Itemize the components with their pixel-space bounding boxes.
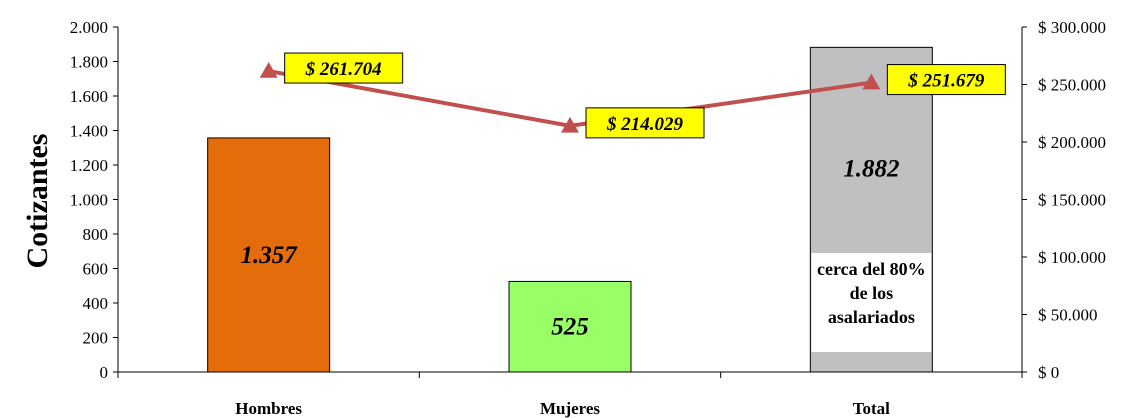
right-tick-label: $ 50.000	[1038, 306, 1098, 325]
line-value-label: $ 261.704	[305, 59, 382, 80]
category-label: Total	[853, 399, 890, 418]
left-tick-label: 1.600	[70, 87, 108, 106]
right-tick-label: $ 150.000	[1038, 191, 1106, 210]
bars	[207, 46, 933, 373]
category-label: Hombres	[235, 399, 302, 418]
category-label: Mujeres	[540, 399, 600, 418]
annotation-line: de los	[850, 283, 894, 303]
right-tick-label: $ 300.000	[1038, 18, 1106, 37]
triangle-marker	[259, 62, 278, 78]
left-tick-label: 600	[83, 260, 109, 279]
annotation-box	[811, 252, 932, 352]
bar-value-label: 1.882	[843, 155, 899, 182]
annotation-line: asalariados	[828, 307, 915, 327]
line-value-label: $ 214.029	[606, 114, 684, 135]
left-tick-label: 1.400	[70, 122, 108, 141]
bar-value-label: 1.357	[241, 242, 299, 269]
left-tick-label: 1.800	[70, 53, 108, 72]
line-label-box	[585, 107, 705, 139]
right-tick-label: $ 200.000	[1038, 133, 1106, 152]
triangle-marker	[862, 73, 881, 90]
left-tick-label: 2.000	[70, 18, 108, 37]
y-axis-title: Cotizantes	[21, 134, 54, 269]
left-tick-label: 0	[100, 363, 109, 382]
left-tick-label: 1.200	[70, 156, 108, 175]
left-tick-label: 400	[83, 294, 109, 313]
left-tick-label: 200	[83, 329, 109, 348]
left-tick-label: 1.000	[70, 191, 108, 210]
line-value-label: $ 251.679	[907, 71, 985, 92]
line-label-box	[284, 52, 404, 84]
bar-value-label: 525	[551, 314, 589, 341]
text-layer: 0 200 400 600 800 1.000 1.200 1.400 1.600 1.800 2.…	[70, 18, 1106, 418]
line-label-box	[886, 64, 1006, 96]
bar-hombres	[207, 137, 331, 373]
bar-mujeres	[508, 280, 632, 373]
annotation-line: cerca del 80%	[817, 259, 926, 279]
right-tick-label: $ 100.000	[1038, 248, 1106, 267]
price-line	[259, 52, 1006, 139]
triangle-marker	[561, 116, 579, 133]
right-tick-label: $ 250.000	[1038, 76, 1106, 95]
left-tick-label: 800	[83, 225, 109, 244]
right-tick-label: $ 0	[1038, 363, 1059, 382]
